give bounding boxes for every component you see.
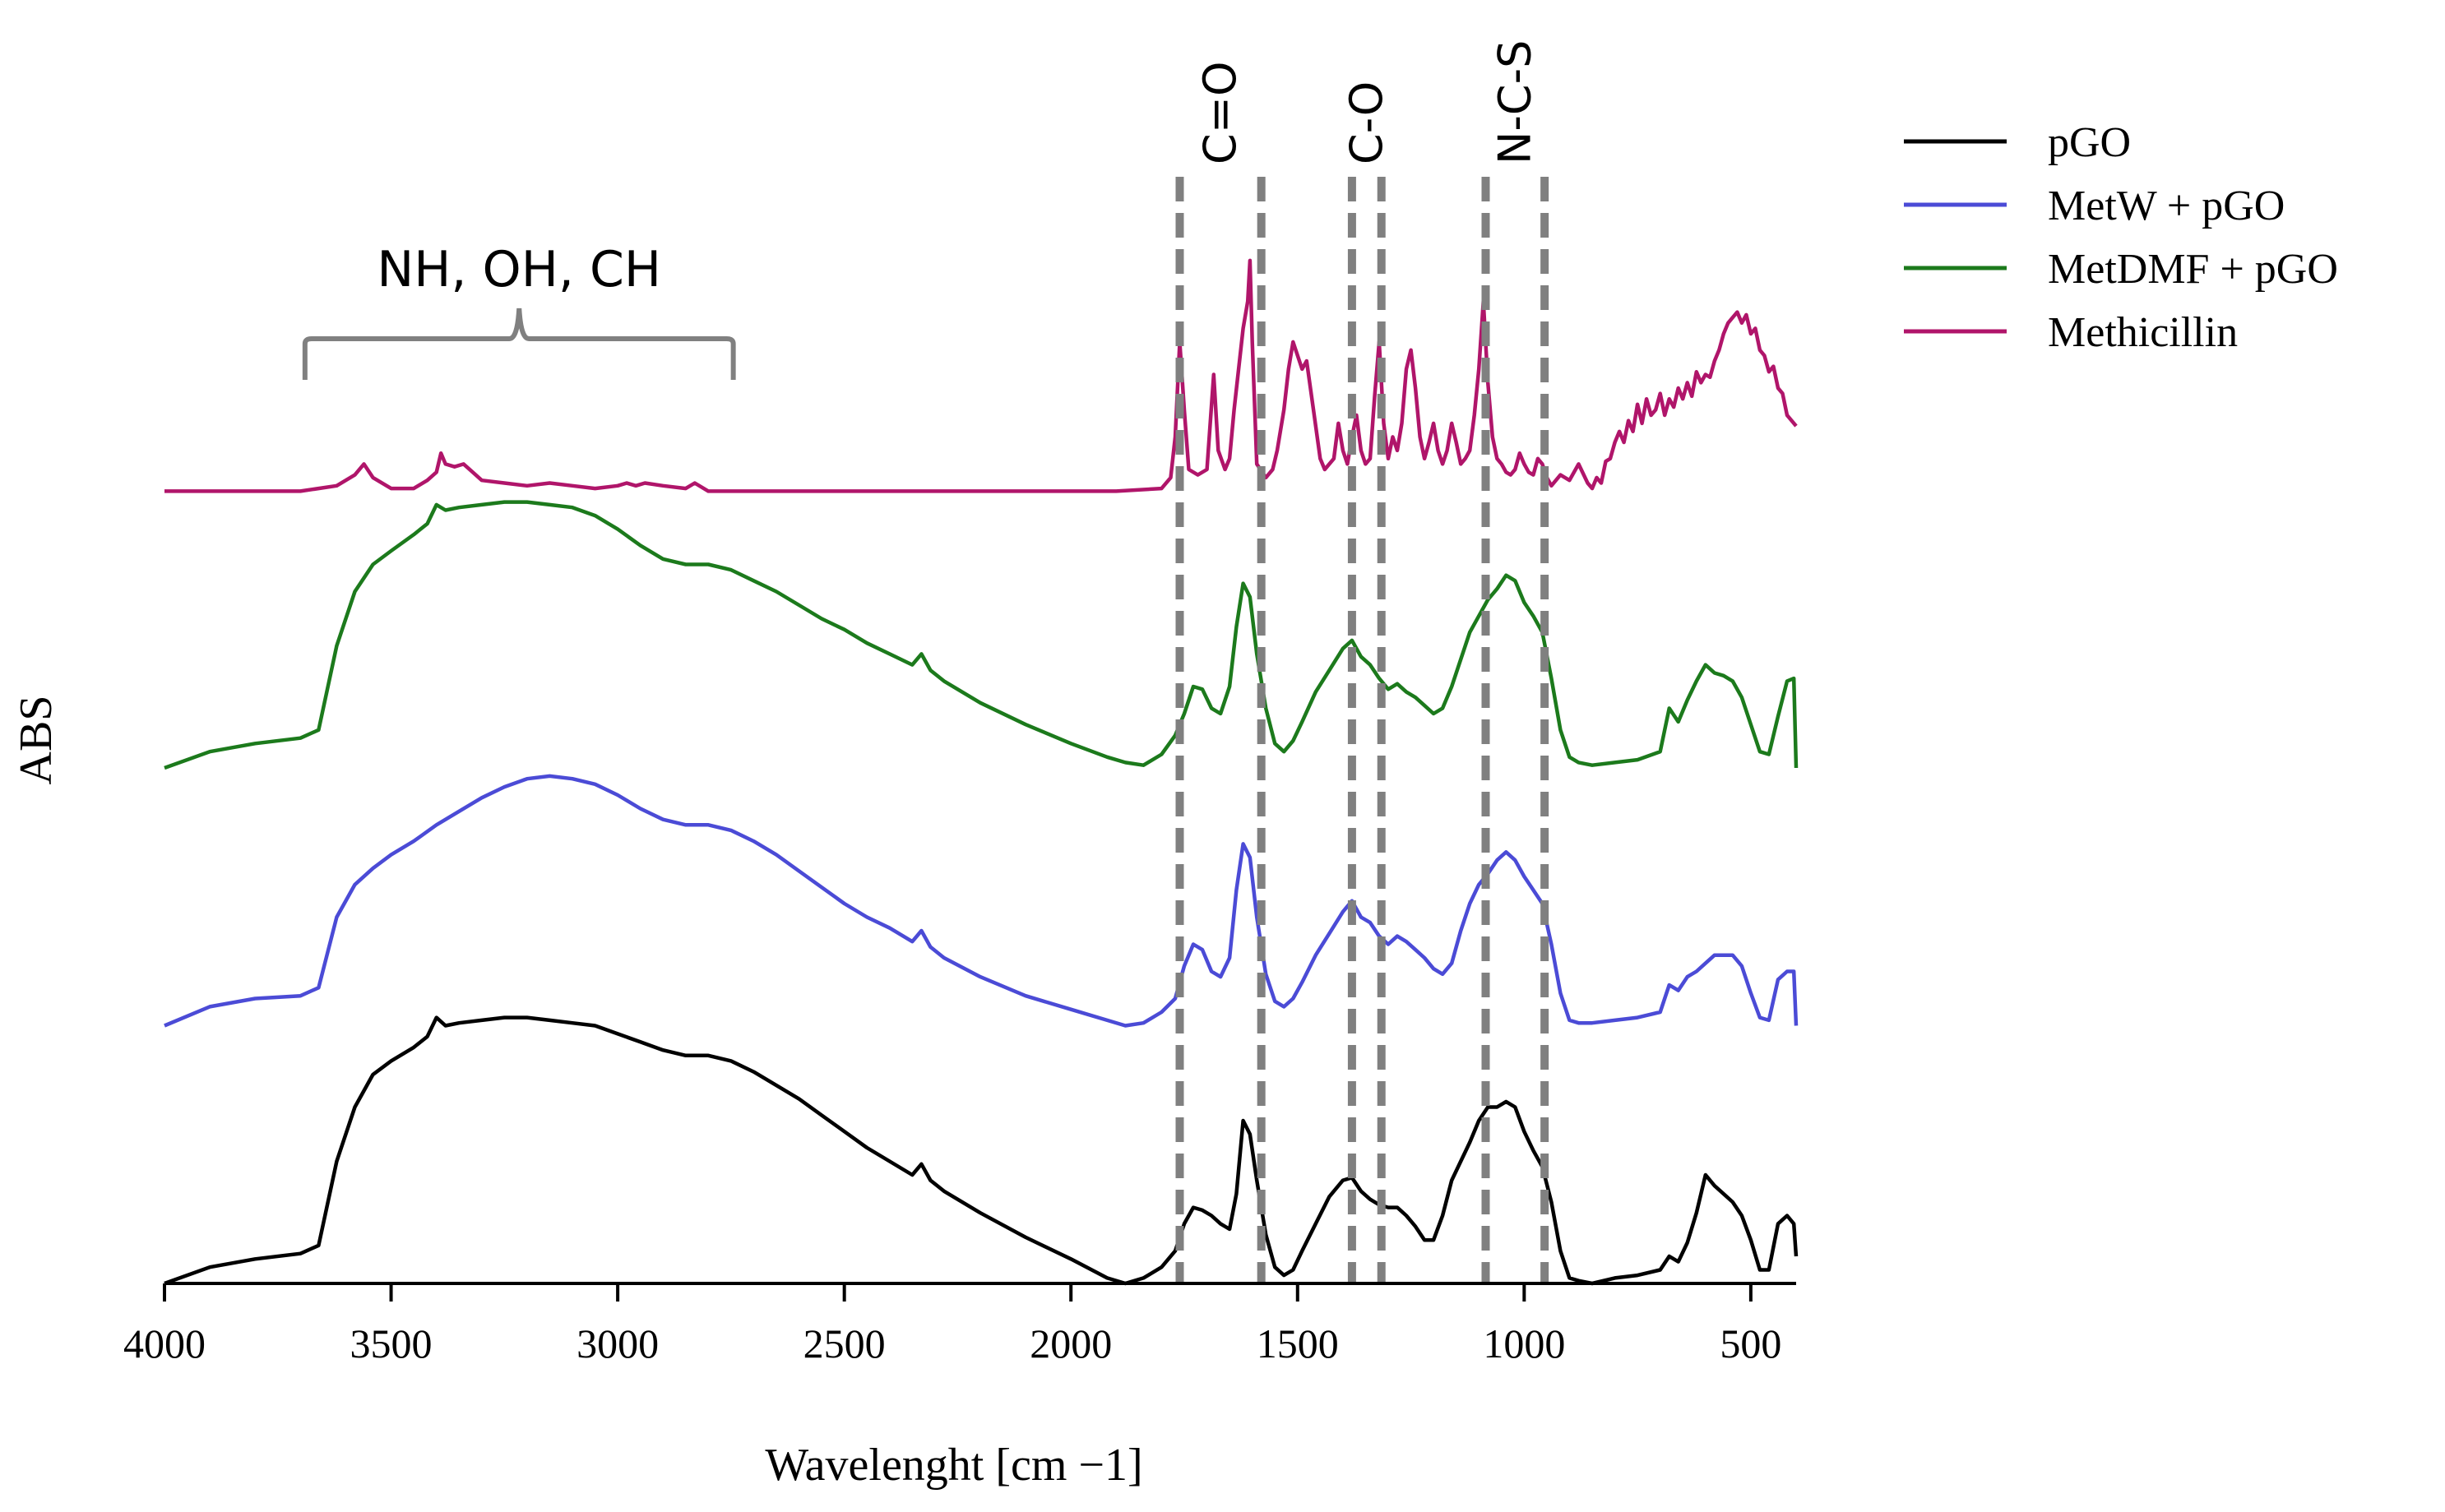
x-tick-label-3000: 3000 [577, 1320, 659, 1366]
band-label-c-o: C-O [1341, 81, 1392, 164]
legend-label-methicillin: Methicillin [2048, 309, 2238, 356]
x-axis-title: Wavelenght [cm −1] [765, 1440, 1142, 1491]
legend-label-metw-pgo: MetW + pGO [2048, 183, 2285, 229]
x-tick-label-4000: 4000 [123, 1320, 206, 1366]
x-axis-ticks [163, 1283, 1753, 1302]
series-line-methicillin [164, 258, 1798, 493]
legend-label-metdmf-pgo: MetDMF + pGO [2048, 246, 2338, 293]
series-line-metw-pgo [164, 774, 1799, 1028]
spectra-curves [164, 258, 1799, 1286]
x-tick-label-2000: 2000 [1030, 1320, 1112, 1366]
legend: pGO MetW + pGO MetDMF + pGO Methicillin [1904, 119, 2338, 356]
x-tick-label-1500: 1500 [1257, 1320, 1339, 1366]
x-tick-label-1000: 1000 [1483, 1320, 1565, 1366]
region-annotation: NH, OH, CH [302, 241, 736, 380]
region-bracket [302, 307, 736, 380]
legend-label-pgo: pGO [2048, 119, 2131, 166]
band-label-c-o: C=O [1194, 62, 1246, 164]
band-markers: C=O C-O N-C-S [1175, 40, 1549, 1283]
series-line-metdmf-pgo [164, 500, 1799, 770]
x-tick-label-3500: 3500 [350, 1320, 433, 1366]
x-tick-label-500: 500 [1720, 1320, 1781, 1366]
x-axis-tick-labels: 4000 3500 3000 2500 2000 1500 1000 500 [123, 1320, 1781, 1366]
region-label: NH, OH, CH [377, 241, 661, 298]
band-label-n-c-s: N-C-S [1489, 40, 1540, 164]
y-axis-title: ABS [11, 696, 62, 785]
series-line-pgo [164, 1015, 1799, 1286]
x-tick-label-2500: 2500 [803, 1320, 886, 1366]
